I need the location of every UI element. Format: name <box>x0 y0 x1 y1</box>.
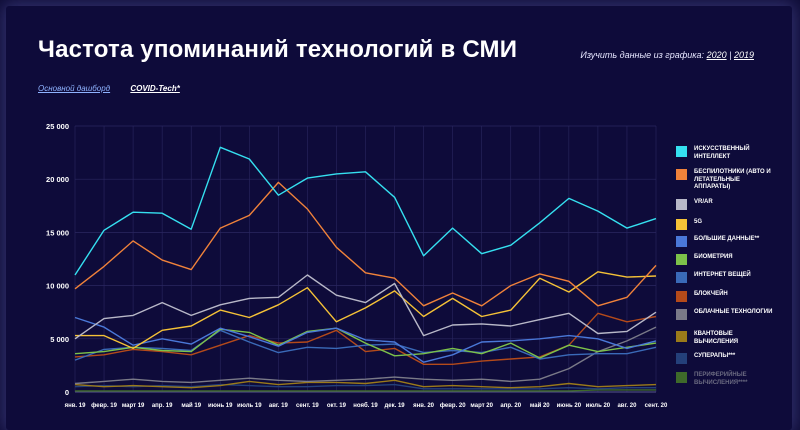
legend-label: Блокчейн <box>694 291 728 297</box>
y-tick-label: 25 000 <box>46 122 69 131</box>
legend-label: Искусственный интеллект <box>694 146 750 160</box>
series-line-облачные-технологии <box>74 326 657 385</box>
legend-item[interactable]: Квантовые вычисления <box>676 331 776 346</box>
legend-swatch <box>676 254 687 265</box>
legend-label: Большие данные** <box>694 236 760 242</box>
y-tick-label: 5 000 <box>50 335 69 344</box>
x-tick-label: апр. 19 <box>152 403 173 409</box>
year-link-2019[interactable]: 2019 <box>733 50 754 60</box>
legend-label: VR/AR <box>694 199 713 205</box>
year-separator: | <box>729 50 732 60</box>
legend-swatch <box>676 219 687 230</box>
legend-item[interactable]: Биометрия <box>676 254 733 265</box>
series-line-искусственный-интеллект <box>74 146 657 276</box>
series-line-большие-данные <box>74 316 657 363</box>
dashboard-tabs: Основной дашборд COVID-Tech* <box>38 84 198 93</box>
x-tick-label: окт. 19 <box>327 403 347 409</box>
legend-swatch <box>676 353 687 364</box>
legend-label: Биометрия <box>694 254 733 260</box>
series-line-интернет-вещей <box>74 329 657 361</box>
series-line-5g <box>75 271 657 350</box>
x-tick-label: май 20 <box>530 402 550 409</box>
legend-item[interactable]: 5G <box>676 219 702 230</box>
explore-data-links: Изучить данные из графика: 2020 | 2019 <box>580 50 754 60</box>
legend-swatch <box>676 331 687 342</box>
x-tick-label: июнь 20 <box>557 403 582 409</box>
x-tick-label: март 19 <box>122 403 145 409</box>
legend-label: Облачные технологии <box>694 309 773 315</box>
x-tick-label: янв. 19 <box>65 403 86 409</box>
legend-swatch <box>676 199 687 210</box>
x-tick-label: авг. 19 <box>269 403 289 409</box>
dashboard-frame <box>6 6 792 430</box>
page-title: Частота упоминаний технологий в СМИ <box>38 36 518 63</box>
legend-label: Беспилотники (авто и летательные аппарат… <box>694 169 771 190</box>
legend-item[interactable]: Беспилотники (авто и летательные аппарат… <box>676 169 776 192</box>
series-line-беспилотники-авто-и-летательные-аппараты <box>74 181 657 307</box>
legend-swatch <box>676 272 687 283</box>
x-tick-label: нояб. 19 <box>353 402 378 409</box>
year-link-2020[interactable]: 2020 <box>706 50 727 60</box>
x-tick-label: июль 19 <box>237 403 262 409</box>
x-tick-label: май 19 <box>181 402 201 409</box>
x-tick-label: дек. 19 <box>384 403 405 409</box>
legend-swatch <box>676 372 687 383</box>
legend-label: Интернет вещей <box>694 272 751 278</box>
tab-covid-tech[interactable]: COVID-Tech* <box>130 84 180 93</box>
y-tick-label: 0 <box>65 388 69 397</box>
x-tick-label: февр. 19 <box>91 402 118 409</box>
x-tick-label: июль 20 <box>586 403 611 409</box>
series-line-биометрия <box>74 327 657 359</box>
legend-item[interactable]: Облачные технологии <box>676 309 772 320</box>
explore-prefix: Изучить данные из графика: <box>580 50 705 60</box>
y-tick-label: 20 000 <box>46 175 69 184</box>
legend-item[interactable]: Блокчейн <box>676 291 728 302</box>
legend-swatch <box>676 309 687 320</box>
legend-swatch <box>676 291 687 302</box>
x-tick-label: март 20 <box>470 403 493 409</box>
x-tick-label: июнь 19 <box>208 403 233 409</box>
legend-item[interactable]: Периферийные вычисления**** <box>676 372 776 387</box>
x-tick-label: янв. 20 <box>413 403 434 409</box>
legend-item[interactable]: Суперапы*** <box>676 353 735 364</box>
x-tick-label: апр. 20 <box>500 403 521 409</box>
x-tick-label: сент. 20 <box>645 403 668 409</box>
legend-label: Суперапы*** <box>694 353 736 359</box>
legend-label: 5G <box>694 219 703 225</box>
legend-label: Квантовые вычисления <box>694 331 739 345</box>
legend-swatch <box>676 169 687 180</box>
series-line-суперапы <box>74 383 656 390</box>
legend-swatch <box>676 236 687 247</box>
series-line-vr-ar <box>74 274 657 340</box>
legend-item[interactable]: Интернет вещей <box>676 272 751 283</box>
x-tick-label: авг. 20 <box>617 403 637 409</box>
x-tick-label: февр. 20 <box>440 402 467 409</box>
legend-item[interactable]: Искусственный интеллект <box>676 146 776 161</box>
y-tick-label: 15 000 <box>46 228 69 237</box>
x-tick-label: сент. 19 <box>296 403 319 409</box>
series-line-периферийные-вычисления <box>75 389 656 392</box>
tab-main-dashboard[interactable]: Основной дашборд <box>38 84 111 93</box>
legend-swatch <box>676 146 687 157</box>
legend-item[interactable]: Большие данные** <box>676 236 759 247</box>
legend-label: Периферийные вычисления**** <box>694 372 748 386</box>
legend-item[interactable]: VR/AR <box>676 199 713 210</box>
y-tick-label: 10 000 <box>46 282 69 291</box>
series-line-квантовые-вычисления <box>74 379 657 389</box>
